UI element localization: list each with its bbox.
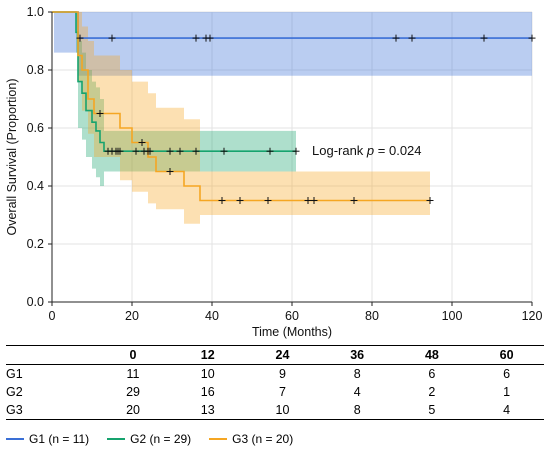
risk-label: G3	[6, 401, 96, 420]
risk-row-g2: G2 29 16 7 4 2 1	[6, 383, 544, 401]
risk-label: G1	[6, 367, 23, 381]
risk-header-24: 24	[245, 345, 320, 365]
log-rank-p: p	[366, 143, 374, 158]
x-tick-label: 60	[285, 309, 299, 323]
risk-header-48: 48	[394, 345, 470, 365]
risk-row-g3: G3 20 13 10 8 5 4	[6, 401, 544, 420]
y-tick-label: 1.0	[27, 5, 44, 19]
legend-item-g3: G3 (n = 20)	[209, 432, 293, 446]
x-tick-label: 40	[205, 309, 219, 323]
x-tick-label: 0	[49, 309, 56, 323]
risk-table: 0 12 24 36 48 60 G1 11 10 9 8 6 6 G2 29 …	[6, 345, 544, 420]
legend-label-g1: G1 (n = 11)	[29, 432, 90, 446]
survival-curve	[52, 11, 430, 202]
risk-header-36: 36	[319, 345, 395, 365]
risk-cell: 6	[503, 367, 511, 381]
risk-header-60: 60	[469, 345, 544, 365]
risk-cell: 6	[428, 367, 436, 381]
log-rank-value: = 0.024	[374, 143, 421, 158]
legend-swatch-g3	[209, 438, 228, 440]
risk-cell: 4	[353, 385, 361, 399]
survival-curves	[52, 11, 532, 202]
risk-cell: 8	[319, 401, 395, 420]
y-tick-label: 0.4	[27, 179, 44, 193]
legend: G1 (n = 11) G2 (n = 29) G3 (n = 20)	[6, 432, 293, 446]
risk-header-blank	[6, 345, 96, 365]
y-tick-label: 0.0	[27, 295, 44, 309]
y-tick-label: 0.6	[27, 121, 44, 135]
risk-cell: 1	[503, 385, 511, 399]
risk-row-g1: G1 11 10 9 8 6 6	[6, 365, 544, 384]
y-tick-label: 0.2	[27, 237, 44, 251]
ci-band	[52, 12, 296, 186]
risk-header-12: 12	[170, 345, 246, 365]
x-tick-label: 100	[442, 309, 463, 323]
risk-cell: 8	[353, 367, 361, 381]
legend-label-g2: G2 (n = 29)	[130, 432, 192, 446]
risk-cell: 11	[126, 367, 140, 381]
legend-label-g3: G3 (n = 20)	[232, 432, 294, 446]
legend-item-g1: G1 (n = 11)	[6, 432, 89, 446]
risk-label: G2	[6, 385, 23, 399]
risk-cell: 4	[469, 401, 544, 420]
x-tick-label: 120	[522, 309, 543, 323]
risk-cell: 29	[126, 385, 140, 399]
risk-header-0: 0	[95, 345, 171, 365]
confidence-bands	[52, 12, 532, 224]
legend-item-g2: G2 (n = 29)	[107, 432, 191, 446]
y-tick-label: 0.8	[27, 63, 44, 77]
axes: 0 20 40 60 80 100 120 0.0 0.2 0.4 0.6 0.8 1.0	[27, 5, 543, 323]
risk-cell: 13	[170, 401, 246, 420]
survival-chart: 0 20 40 60 80 100 120 0.0 0.2 0.4 0.6 0.8 1.0 Time (…	[5, 5, 543, 339]
risk-cell: 9	[278, 367, 286, 381]
risk-cell: 20	[95, 401, 171, 420]
risk-cell: 16	[200, 385, 215, 399]
risk-table-header: 0 12 24 36 48 60	[6, 345, 544, 365]
x-axis-label: Time (Months)	[252, 325, 332, 339]
x-tick-label: 20	[125, 309, 139, 323]
log-rank-prefix: Log-rank	[312, 143, 367, 158]
x-tick-label: 80	[365, 309, 379, 323]
risk-cell: 10	[245, 401, 320, 420]
ci-band	[52, 12, 532, 76]
censor-marks	[76, 34, 536, 204]
risk-cell: 2	[428, 385, 436, 399]
risk-cell: 7	[278, 385, 286, 399]
legend-swatch-g1	[6, 438, 24, 440]
log-rank-annotation: Log-rank p = 0.024	[312, 143, 422, 158]
y-axis-label: Overall Survival (Proportion)	[5, 79, 19, 236]
ci-band	[52, 12, 430, 224]
risk-cell: 5	[394, 401, 470, 420]
risk-cell: 10	[200, 367, 215, 381]
legend-swatch-g2	[107, 438, 126, 440]
